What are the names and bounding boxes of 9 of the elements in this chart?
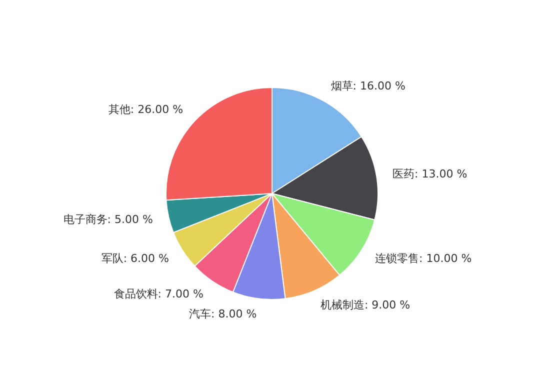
slice-label: 汽车: 8.00 %	[189, 308, 257, 321]
slice-label: 军队: 6.00 %	[101, 252, 169, 265]
slice-label: 烟草: 16.00 %	[330, 80, 406, 93]
slice-label: 食品饮料: 7.00 %	[114, 287, 204, 300]
slice-label: 其他: 26.00 %	[108, 102, 184, 116]
slice-label: 电子商务: 5.00 %	[63, 213, 153, 226]
slice-label: 机械制造: 9.00 %	[320, 298, 410, 312]
slice-label: 医药: 13.00 %	[392, 167, 468, 180]
slice-label: 连锁零售: 10.00 %	[375, 252, 472, 265]
